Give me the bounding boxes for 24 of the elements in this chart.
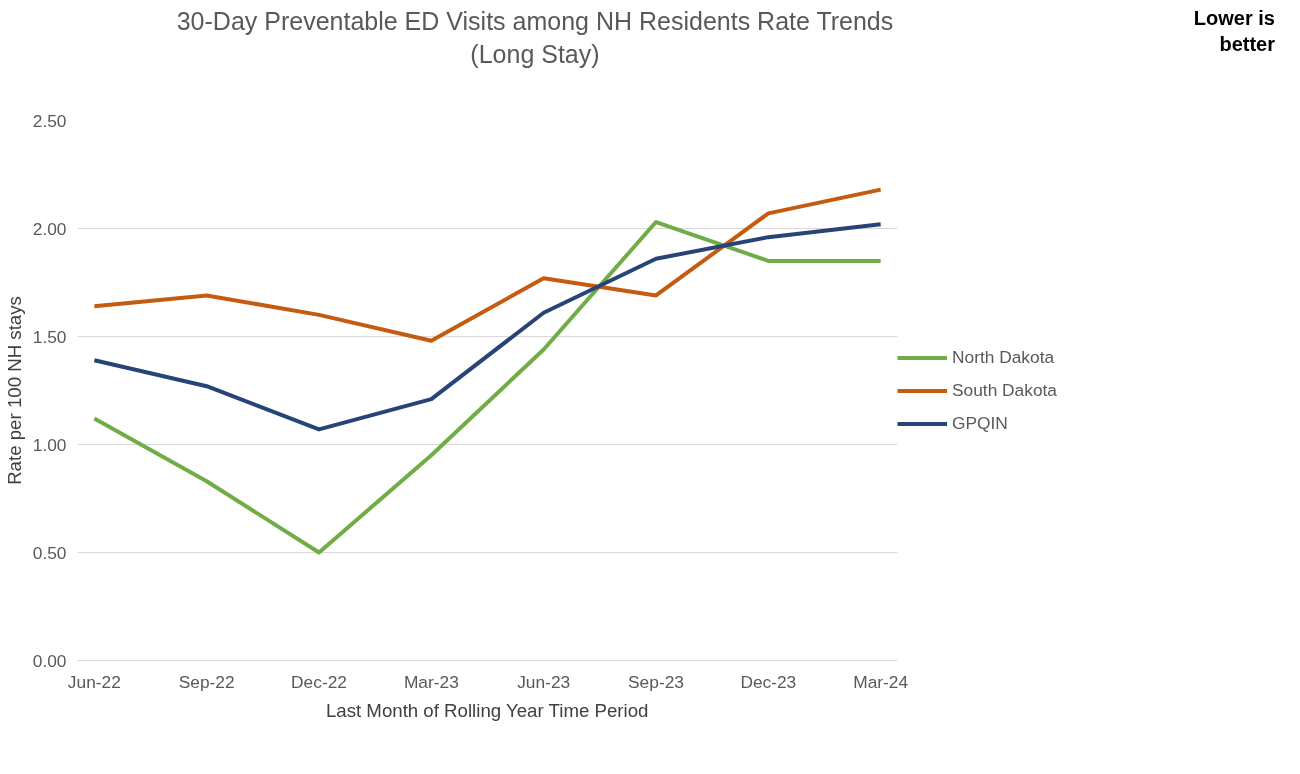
y-tick-label: 0.50 [32,542,67,563]
y-axis-title: Rate per 100 NH stays [3,296,25,485]
chart-title: 30-Day Preventable ED Visits among NH Residents Rate Trends (Long Stay) [176,6,894,70]
y-tick-label: 1.50 [32,326,67,347]
x-tick-label: Sep-23 [628,671,684,692]
line-series [92,222,883,432]
y-tick-label: 2.00 [32,218,67,239]
x-tick-label: Jun-23 [517,671,571,692]
x-tick-label: Sep-22 [178,671,235,692]
y-tick-label: 2.50 [32,110,67,131]
line-series [92,187,883,343]
y-tick-label: 1.00 [32,434,67,455]
legend-label: North Dakota [952,346,1055,368]
x-axis-title: Last Month of Rolling Year Time Period [325,699,649,721]
x-tick-label: Mar-23 [403,671,459,692]
x-tick-label: Dec-23 [740,671,797,692]
legend-label: South Dakota [952,379,1058,401]
x-tick-label: Mar-24 [853,671,909,692]
text: Lower is better [1193,6,1275,57]
x-tick-label: Dec-22 [291,671,347,692]
x-tick-label: Jun-22 [67,671,121,692]
line-series [92,220,883,555]
y-tick-label: 0.00 [32,650,67,671]
legend-label: GPQIN [952,412,1008,434]
